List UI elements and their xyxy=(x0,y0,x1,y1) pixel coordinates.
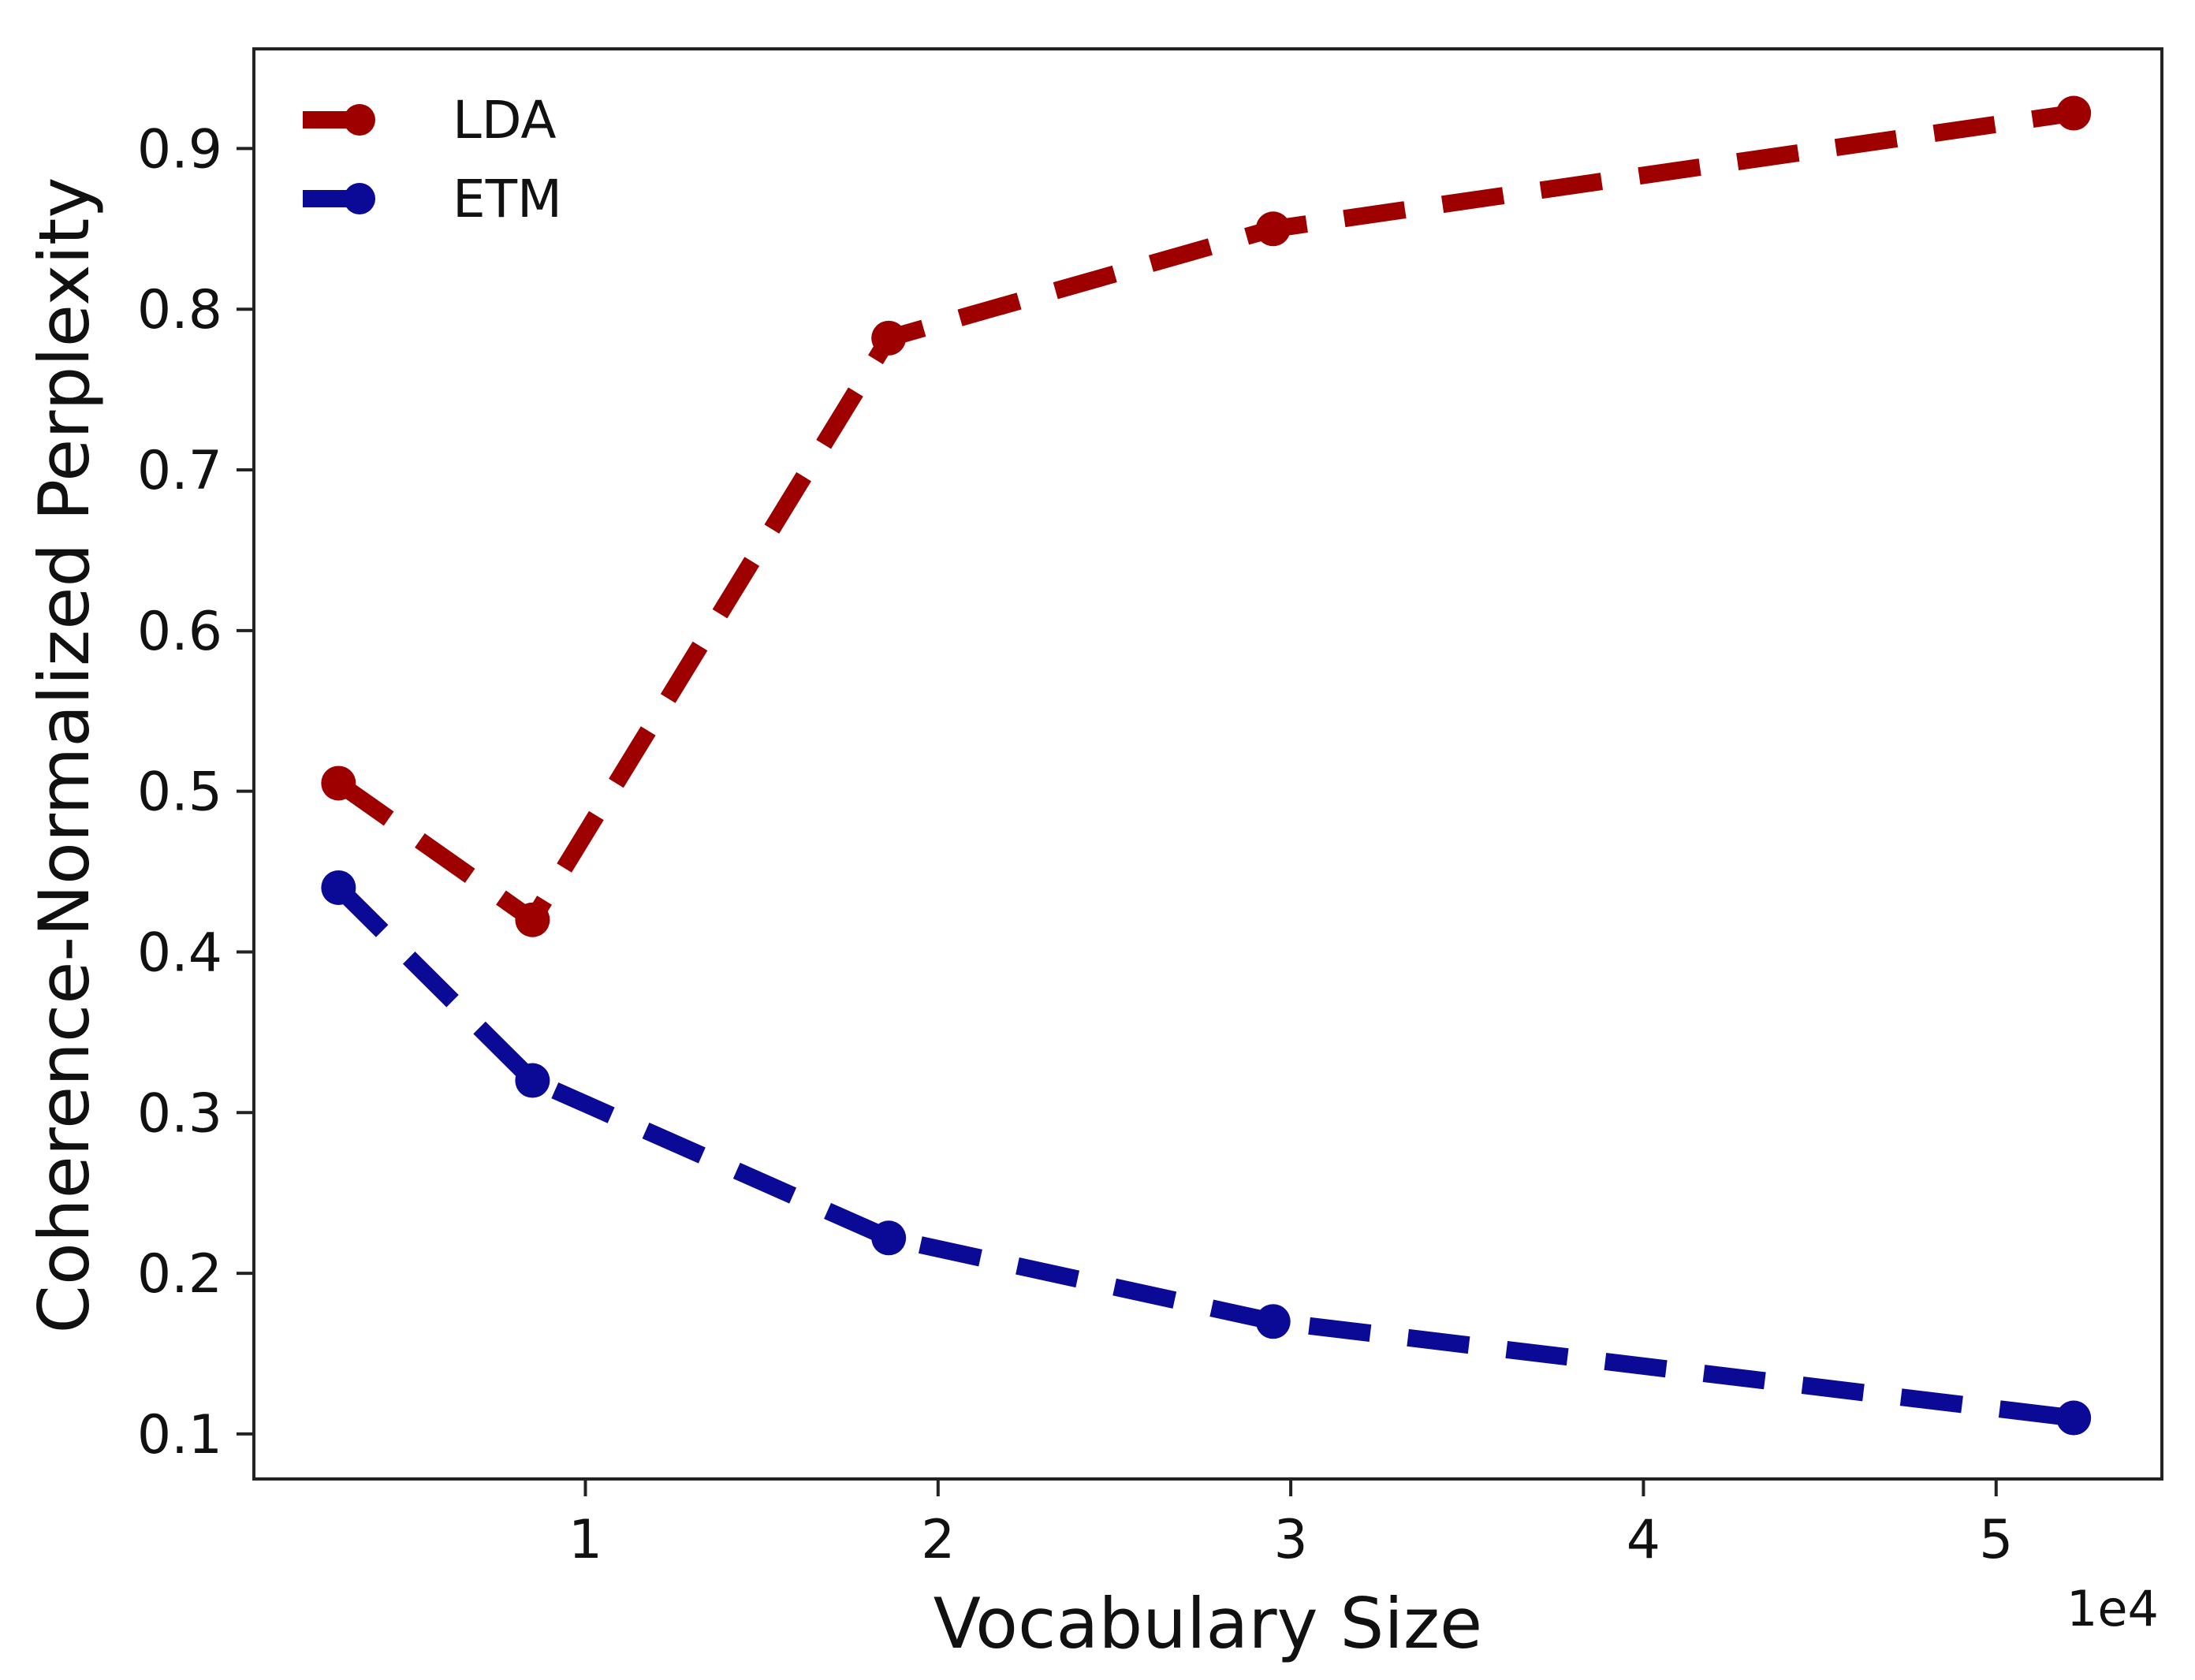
y-tick-label: 0.3 xyxy=(137,1082,222,1145)
y-tick-label: 0.1 xyxy=(137,1404,222,1466)
legend-label-etm: ETM xyxy=(453,169,562,229)
data-point-lda xyxy=(515,902,550,937)
legend-marker-lda xyxy=(344,104,375,136)
data-point-etm xyxy=(2056,1400,2092,1436)
y-tick-label: 0.6 xyxy=(137,601,222,663)
plot-frame xyxy=(252,47,2163,1481)
legend-label-lda: LDA xyxy=(453,90,557,151)
legend-marker-etm xyxy=(344,183,375,214)
series-line-etm xyxy=(332,881,2075,1427)
y-tick-label: 0.5 xyxy=(137,762,222,824)
x-axis-offset-label: 1e4 xyxy=(2066,1580,2159,1637)
y-tick-label: 0.2 xyxy=(137,1243,222,1306)
y-tick-label: 0.4 xyxy=(137,922,222,984)
data-point-etm xyxy=(515,1063,550,1098)
series-layer xyxy=(321,95,2092,1436)
legend: LDA ETM xyxy=(303,90,562,229)
y-tick-label: 0.9 xyxy=(137,118,222,181)
y-axis-title: Coherence-Normalized Perplexity xyxy=(24,177,105,1334)
x-tick-label: 1 xyxy=(568,1509,602,1571)
data-point-lda xyxy=(1255,211,1291,247)
x-tick-label: 5 xyxy=(1979,1509,2013,1571)
y-tick-label: 0.7 xyxy=(137,440,222,502)
data-point-etm xyxy=(1255,1304,1291,1339)
axes-layer: 1 2 3 4 5 0.1 0.2 0.3 0.4 0.5 0.6 0.7 0.8 0.9 xyxy=(137,47,2163,1571)
x-axis-title: Vocabulary Size xyxy=(934,1583,1482,1664)
data-point-lda xyxy=(871,320,907,356)
y-tick-label: 0.8 xyxy=(137,279,222,341)
data-point-etm xyxy=(871,1220,907,1256)
data-point-lda xyxy=(321,765,356,801)
data-point-etm xyxy=(321,870,356,905)
data-point-lda xyxy=(2056,95,2092,131)
x-tick-label: 2 xyxy=(921,1509,955,1571)
x-tick-label: 3 xyxy=(1273,1509,1307,1571)
x-tick-label: 4 xyxy=(1627,1509,1660,1571)
